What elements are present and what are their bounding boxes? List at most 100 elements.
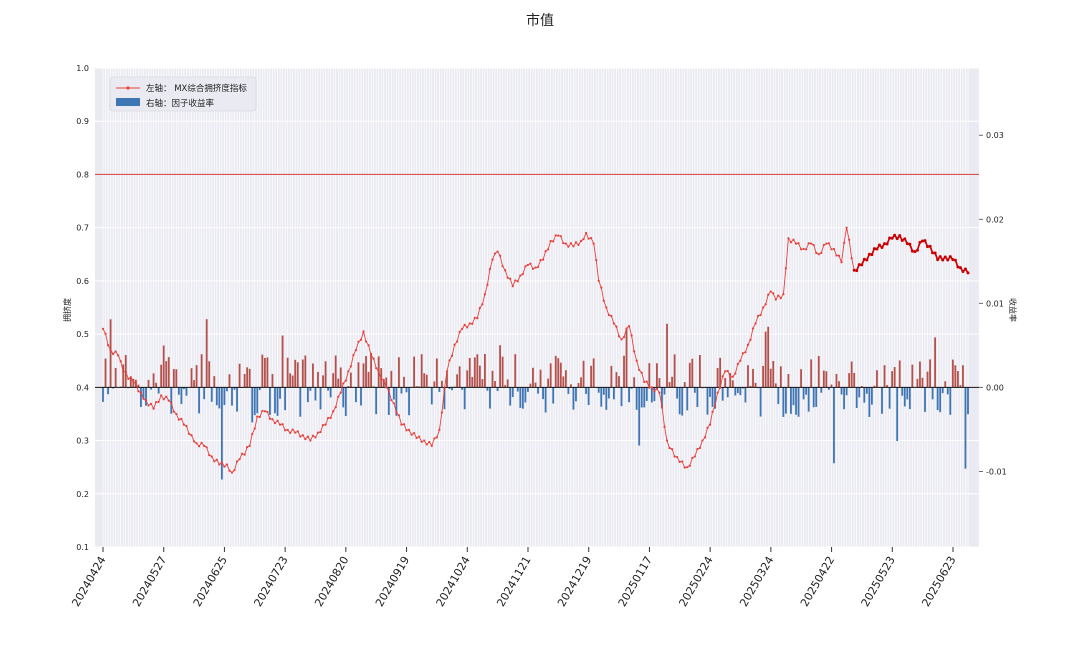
crowding-point	[729, 375, 732, 379]
factor-return-bar	[625, 327, 628, 388]
factor-return-bar	[112, 387, 115, 389]
crowding-point	[812, 243, 815, 247]
factor-return-bar	[873, 385, 876, 388]
crowding-point	[218, 463, 221, 466]
factor-return-bar	[529, 383, 532, 388]
crowding-point	[521, 273, 524, 276]
factor-return-bar	[929, 359, 931, 388]
factor-return-bar	[630, 387, 633, 389]
factor-return-bar	[349, 372, 352, 388]
crowding-point	[529, 262, 532, 265]
crowding-point	[223, 465, 226, 468]
factor-return-bar	[269, 387, 271, 415]
crowding-point	[810, 242, 813, 245]
crowding-point	[554, 234, 557, 237]
factor-return-bar	[645, 387, 648, 401]
crowding-point	[587, 237, 590, 240]
crowding-point	[888, 236, 892, 240]
crowding-point	[817, 253, 820, 256]
factor-return-bar	[676, 387, 679, 399]
factor-return-bar	[714, 387, 716, 409]
factor-return-bar	[817, 356, 820, 388]
crowding-point	[488, 267, 492, 271]
crowding-point	[936, 258, 940, 262]
crowding-point	[605, 306, 608, 309]
factor-return-bar	[903, 387, 906, 407]
factor-return-bar	[924, 387, 926, 412]
factor-return-bar	[468, 357, 471, 388]
factor-return-bar	[898, 360, 901, 388]
crowding-point	[875, 247, 879, 251]
factor-return-bar	[549, 363, 552, 388]
crowding-point	[840, 261, 843, 264]
crowding-point	[787, 237, 790, 240]
crowding-point	[258, 415, 261, 419]
x-tick-label: 20241024	[434, 554, 473, 609]
factor-return-bar	[203, 387, 206, 400]
crowding-point	[850, 257, 853, 260]
crowding-point	[463, 323, 466, 326]
factor-return-bar	[251, 387, 254, 423]
crowding-point	[390, 399, 393, 402]
left-tick-label: 0.7	[76, 224, 89, 233]
crowding-point	[339, 391, 342, 394]
crowding-point	[569, 242, 573, 245]
factor-return-bar	[155, 382, 158, 388]
crowding-point	[235, 460, 239, 463]
crowding-point	[458, 330, 461, 334]
crowding-point	[577, 243, 580, 246]
crowding-point	[418, 435, 421, 438]
crowding-point	[640, 371, 643, 374]
crowding-point	[177, 418, 180, 421]
x-tick-label: 20250324	[737, 554, 776, 609]
crowding-point	[855, 269, 859, 273]
factor-return-bar	[747, 365, 749, 388]
crowding-point	[638, 368, 641, 372]
factor-return-bar	[868, 387, 871, 417]
factor-return-bar	[423, 373, 426, 388]
factor-return-bar	[286, 357, 289, 388]
factor-return-bar	[332, 373, 335, 388]
crowding-point	[663, 425, 666, 428]
right-tick-label: 0.02	[986, 215, 1004, 224]
factor-return-bar	[537, 387, 539, 394]
factor-return-bar	[628, 387, 630, 403]
crowding-point	[681, 460, 684, 463]
crowding-point	[117, 354, 120, 357]
crowding-point	[825, 242, 828, 245]
factor-return-bar	[375, 387, 378, 415]
crowding-point	[397, 414, 401, 417]
crowding-point	[354, 348, 358, 352]
left-tick-label: 0.8	[76, 170, 89, 179]
crowding-point	[673, 455, 676, 458]
factor-return-bar	[587, 387, 590, 406]
crowding-point	[109, 348, 112, 352]
factor-return-bar	[256, 387, 259, 414]
factor-return-bar	[699, 354, 701, 388]
crowding-point	[721, 375, 724, 378]
crowding-point	[241, 452, 244, 455]
factor-return-bar	[494, 381, 496, 388]
crowding-point	[461, 327, 464, 330]
crowding-point	[498, 254, 502, 257]
crowding-point	[172, 410, 175, 413]
crowding-point	[880, 246, 884, 250]
factor-return-bar	[246, 367, 249, 388]
crowding-point	[114, 350, 117, 353]
crowding-point	[928, 244, 932, 248]
factor-return-bar	[779, 366, 782, 388]
factor-return-bar	[484, 353, 486, 388]
crowding-point	[213, 460, 216, 463]
left-axis-label: 拥挤度	[62, 298, 72, 322]
crowding-point	[190, 434, 193, 437]
factor-return-bar	[183, 387, 185, 390]
crowding-point	[132, 380, 135, 384]
factor-return-bar	[736, 387, 739, 394]
x-tick-label: 20240820	[312, 554, 351, 609]
crowding-point	[615, 325, 618, 328]
vertical-grid	[102, 68, 969, 547]
left-tick-label: 0.6	[76, 277, 89, 286]
crowding-point	[256, 415, 259, 418]
crowding-point	[129, 376, 132, 379]
crowding-point	[908, 242, 912, 246]
